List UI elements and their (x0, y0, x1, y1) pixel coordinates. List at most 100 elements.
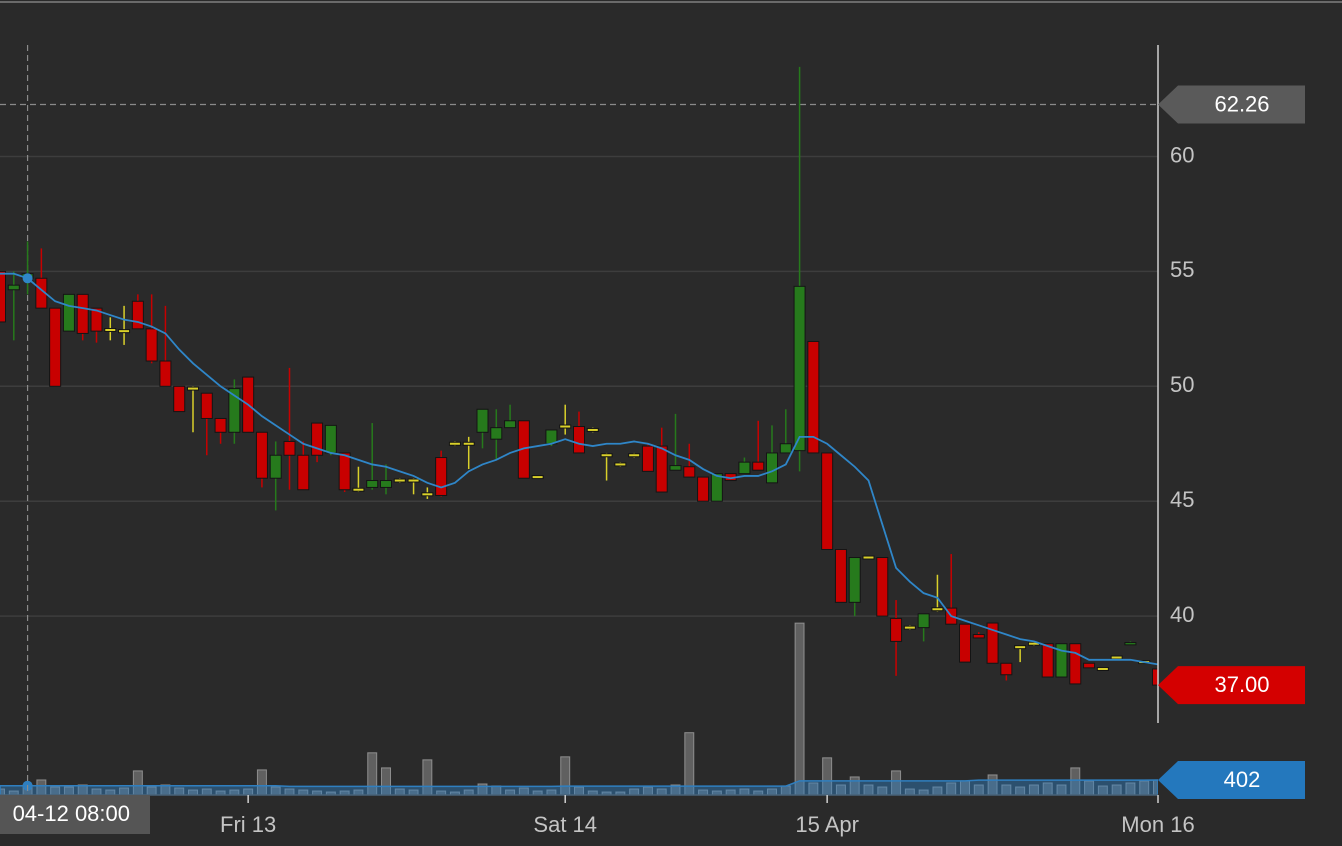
candle-body (600, 453, 613, 458)
candle-body (848, 557, 861, 603)
candle-body (1000, 662, 1013, 676)
crosshair-time-box (0, 795, 150, 834)
crosshair-time-label: 04-12 08:00 (13, 801, 130, 826)
last-price-tag-box (1158, 666, 1305, 705)
candle-body (173, 385, 186, 413)
candle-body (1110, 655, 1123, 660)
crosshair-price-tag-label: 62.26 (1214, 91, 1269, 116)
candle-body (1055, 643, 1068, 678)
volume-bar (0, 788, 5, 796)
candle-body (421, 492, 434, 497)
candle-body (683, 466, 696, 478)
candle-body (255, 431, 268, 479)
candle-body (145, 328, 158, 362)
candle-body (462, 441, 475, 446)
candle-body (1014, 645, 1027, 650)
candle-body (917, 613, 930, 629)
candle-body (476, 408, 489, 433)
y-tick-label: 60 (1170, 142, 1194, 167)
candle-body (76, 293, 89, 334)
crosshair (0, 45, 1158, 795)
candle-body (710, 473, 723, 502)
candle-body (834, 548, 847, 603)
candle-body (104, 327, 117, 332)
x-tick-label: Sat 14 (533, 812, 597, 837)
candle-body (862, 555, 875, 560)
candle-body (490, 427, 503, 440)
y-tick-label: 45 (1170, 487, 1194, 512)
candle-body (752, 461, 765, 471)
candle-body (352, 487, 365, 492)
last-price-tag-label: 37.00 (1214, 672, 1269, 697)
candle-body (366, 480, 379, 488)
candle-body (614, 462, 627, 467)
candle-body (269, 454, 282, 479)
candle-body (793, 285, 806, 452)
candle-body (779, 443, 792, 454)
candle-body (531, 475, 544, 480)
last-volume-tag-box (1158, 761, 1305, 800)
candle-body (697, 476, 710, 502)
candle-body (1124, 642, 1137, 646)
volume-panel (0, 622, 1158, 796)
price-panel (0, 66, 1158, 686)
candle-body (0, 270, 6, 323)
candle-body (324, 424, 337, 454)
candle-body (228, 388, 241, 433)
x-tick-label: Fri 13 (220, 812, 276, 837)
candle-body (435, 457, 448, 496)
candle-body (1041, 643, 1054, 678)
candle-body (49, 307, 62, 387)
candle-body (118, 329, 131, 334)
candle-body (338, 452, 351, 491)
candle-body (407, 478, 420, 483)
candle-body (559, 424, 572, 429)
candle-body (7, 284, 20, 291)
candle-body (1083, 662, 1096, 669)
volume-ma-area (0, 779, 1158, 796)
candle-body (766, 452, 778, 484)
candle-body (393, 478, 406, 483)
candle-body (159, 360, 172, 387)
candle-body (214, 417, 227, 433)
candle-body (586, 427, 599, 432)
candle-body (90, 307, 103, 332)
last-volume-tag-label: 402 (1224, 767, 1261, 792)
candle-body (131, 300, 144, 330)
candle-body (448, 441, 461, 446)
candle-body (62, 293, 75, 332)
candle-body (972, 634, 985, 639)
candle-body (628, 453, 641, 458)
candle-body (1152, 668, 1158, 686)
x-tick-label: Mon 16 (1121, 812, 1194, 837)
y-tick-label: 40 (1170, 602, 1194, 627)
candle-body (573, 426, 585, 454)
candle-body (807, 340, 820, 454)
candle-body (738, 461, 751, 475)
candle-body (669, 465, 682, 471)
candle-body (283, 440, 296, 456)
moving-average-line (0, 272, 1158, 666)
y-tick-label: 55 (1170, 257, 1194, 282)
candle-body (931, 607, 944, 612)
candle-body (200, 392, 213, 419)
axes: 40 45 50 55 60 Fri 13 Sat 14 15 Apr Mon 16 (220, 142, 1195, 837)
candle-body (876, 557, 889, 617)
candle-body (890, 617, 903, 642)
candle-body (903, 625, 916, 630)
candle-body (1069, 643, 1082, 685)
candle-body (959, 623, 971, 663)
candle-body (297, 454, 310, 491)
x-tick-label: 15 Apr (795, 812, 859, 837)
volume-bar (1153, 779, 1158, 796)
candle-body (187, 386, 199, 391)
candle-body (1096, 666, 1109, 671)
crosshair-price-tag-box (1158, 85, 1305, 124)
crosshair-ma-dot (22, 273, 33, 284)
candle-body (641, 445, 654, 472)
candle-body (504, 420, 517, 429)
candle-body (986, 622, 999, 664)
candle-body (311, 422, 324, 456)
